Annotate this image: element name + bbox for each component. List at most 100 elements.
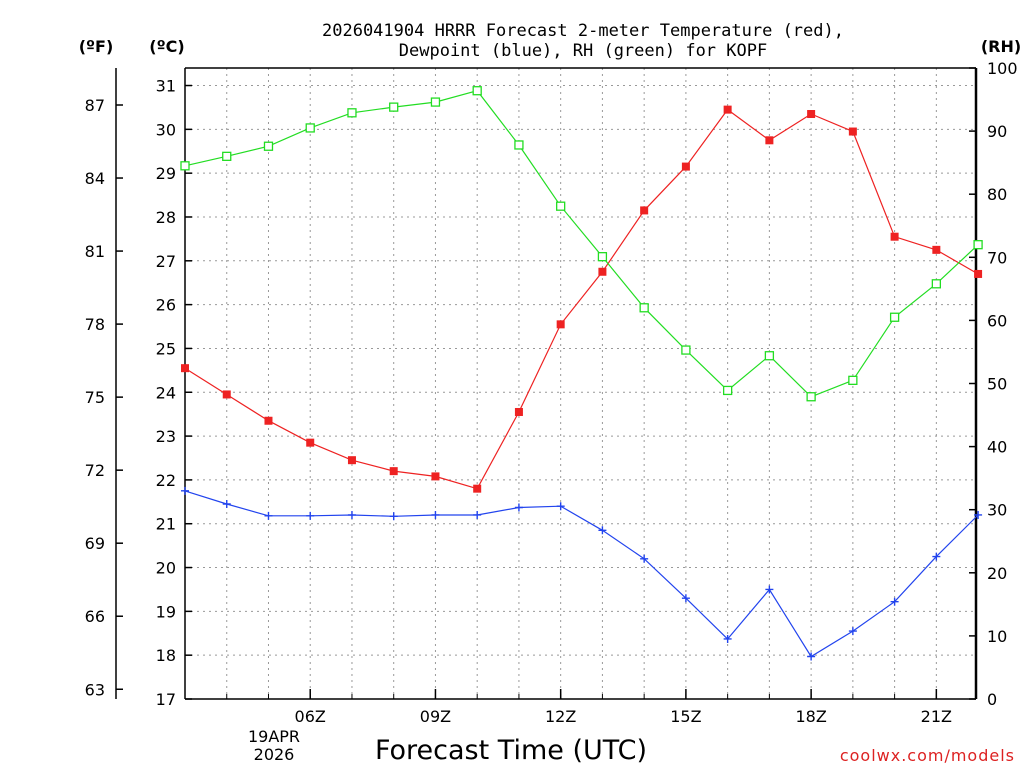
temperature-point — [807, 110, 816, 119]
dewpoint-point — [389, 512, 398, 521]
series-lines — [184, 90, 979, 658]
fahrenheit-tick-label: 87 — [85, 96, 105, 115]
rh-tick-label: 40 — [987, 438, 1007, 457]
temperature-point — [222, 390, 231, 399]
rh-point — [931, 279, 941, 289]
rh-tick-label: 90 — [987, 122, 1007, 141]
dewpoint-point — [181, 486, 189, 495]
x-tick-label: 12Z — [545, 707, 576, 726]
rh-point — [514, 140, 524, 150]
rh-point — [389, 102, 399, 112]
chart-title-line2: Dewpoint (blue), RH (green) for KOPF — [399, 41, 767, 61]
rh-tick-label: 20 — [987, 564, 1007, 583]
fahrenheit-tick-label: 81 — [85, 242, 105, 261]
rh-point — [848, 375, 858, 385]
dewpoint-point — [974, 510, 983, 519]
celsius-tick-label: 22 — [156, 471, 176, 490]
dewpoint-line — [184, 490, 979, 658]
rh-point — [722, 385, 733, 396]
credit-text: coolwx.com/models — [840, 746, 1015, 765]
temperature-point — [389, 467, 398, 476]
rh-axis-label: (RH) — [981, 37, 1021, 56]
x-axis-title: Forecast Time (UTC) — [375, 735, 647, 766]
rh-point — [263, 141, 274, 151]
x-tick-label: 06Z — [295, 707, 326, 726]
dewpoint-point — [890, 597, 899, 606]
temperature-point — [181, 364, 189, 373]
date-label-line1: 19APR — [248, 727, 300, 746]
dewpoint-point — [640, 554, 649, 563]
dewpoint-point — [932, 552, 941, 561]
rh-point — [681, 345, 691, 355]
date-label-line2: 2026 — [254, 745, 295, 764]
rh-tick-label: 50 — [987, 375, 1007, 394]
celsius-tick-label: 19 — [156, 602, 176, 621]
temperature-point — [306, 438, 315, 447]
dewpoint-point — [431, 510, 440, 519]
celsius-tick-label: 18 — [156, 646, 176, 665]
temperature-point — [556, 320, 565, 329]
celsius-tick-label: 24 — [156, 383, 176, 402]
dewpoint-point — [264, 511, 273, 520]
temperature-point — [473, 484, 482, 493]
dewpoint-point — [222, 500, 231, 509]
rh-point — [556, 201, 566, 211]
rh-point — [180, 161, 190, 171]
x-tick-label: 21Z — [921, 707, 952, 726]
x-tick-label: 09Z — [420, 707, 451, 726]
dewpoint-point — [765, 585, 774, 594]
fahrenheit-tick-label: 69 — [85, 534, 105, 553]
celsius-tick-label: 27 — [156, 252, 176, 271]
rh-point — [639, 303, 649, 313]
temperature-point — [264, 416, 273, 425]
dewpoint-point — [514, 503, 523, 512]
x-tick-label: 15Z — [670, 707, 701, 726]
celsius-tick-label: 23 — [156, 427, 176, 446]
celsius-tick-label: 20 — [156, 559, 176, 578]
temperature-point — [681, 162, 690, 171]
dewpoint-point — [556, 502, 565, 511]
celsius-tick-label: 26 — [156, 296, 176, 315]
rh-tick-label: 80 — [987, 185, 1007, 204]
temperature-point — [431, 472, 440, 481]
axis-ticks: 17 18 19 20 21 22 23 24 25 26 27 28 29 30 31 06Z 09Z 12Z 1… — [85, 59, 1018, 726]
celsius-tick-label: 30 — [156, 120, 176, 139]
rh-point — [430, 97, 441, 107]
rh-tick-label: 0 — [987, 690, 997, 709]
fahrenheit-tick-label: 84 — [85, 169, 105, 188]
fahrenheit-axis-label: (ºF) — [79, 37, 114, 56]
temperature-point — [848, 127, 857, 136]
temperature-point — [974, 269, 983, 278]
temperature-point — [640, 206, 649, 215]
fahrenheit-tick-label: 66 — [85, 607, 105, 626]
temperature-line — [184, 108, 979, 490]
fahrenheit-tick-label: 75 — [85, 388, 105, 407]
rh-tick-label: 60 — [987, 311, 1007, 330]
dewpoint-point — [807, 652, 816, 661]
rh-point — [222, 151, 232, 161]
rh-point — [347, 108, 357, 118]
temperature-point — [347, 456, 356, 465]
dewpoint-point — [848, 627, 857, 636]
temperature-point — [514, 407, 523, 416]
dewpoint-point — [473, 510, 482, 519]
rh-point — [764, 351, 775, 361]
dewpoint-point — [681, 594, 690, 603]
fahrenheit-tick-label: 72 — [85, 461, 105, 480]
dewpoint-point — [306, 511, 315, 520]
fahrenheit-tick-label: 78 — [85, 315, 105, 334]
temperature-point — [723, 105, 732, 114]
celsius-axis-label: (ºC) — [149, 37, 184, 56]
dewpoint-point — [347, 510, 356, 519]
rh-tick-label: 30 — [987, 501, 1007, 520]
rh-point — [305, 123, 315, 133]
x-tick-label: 18Z — [795, 707, 826, 726]
dewpoint-point — [723, 634, 732, 643]
rh-point — [806, 392, 816, 402]
celsius-tick-label: 28 — [156, 208, 176, 227]
rh-point — [889, 312, 900, 322]
dewpoint-point — [598, 526, 607, 535]
rh-line — [184, 90, 979, 398]
temperature-point — [598, 267, 607, 276]
